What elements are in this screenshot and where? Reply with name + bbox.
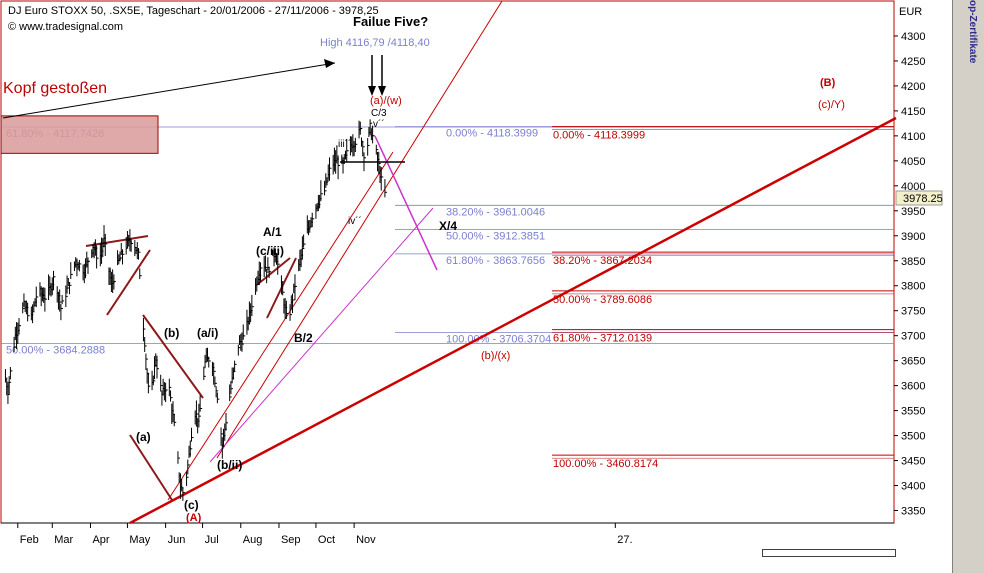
wave-label: B/2 [294,331,313,345]
y-tick-label: 3350 [901,506,925,518]
failure-arrow-head-1 [368,86,376,96]
wave-label: (b/ii) [217,458,242,472]
wave-label: iv´´ [348,215,362,227]
fib-label-red: 61.80% - 3712.0139 [553,333,652,345]
resistance-box [0,115,159,154]
y-tick-label: 4150 [901,106,925,118]
fib-label-blue: 0.00% - 4118.3999 [446,128,538,140]
side-panel-label: op-Zertifikate [967,0,978,64]
y-tick-label: 4000 [901,181,925,193]
channel-a [129,434,173,501]
y-tick-label: 3550 [901,406,925,418]
source-label: © www.tradesignal.com [8,21,123,33]
wave-label: (B) [820,77,836,89]
price-bars [4,119,387,501]
x-axis-ticks: Feb Mar Apr May Jun Jul Aug Sep Oct Nov 27. [17,523,633,546]
wave-label: (b) [164,326,179,340]
y-axis-ticks: 3350 3400 3450 3500 3550 3600 3650 3700 3750 3800… [894,31,925,518]
x-tick-label: Jun [168,534,186,546]
wave-label: (A) [186,512,202,524]
wave-label: X/4 [439,219,457,233]
x-tick-label: Aug [243,534,263,546]
wave-label: (a/i) [197,326,218,340]
y-tick-label: 3850 [901,256,925,268]
y-tick-label: 3400 [901,481,925,493]
current-price-label: 3978.25 [903,193,943,205]
fib-label-blue: 38.20% - 3961.0046 [446,206,545,218]
fib-label-blue: 61.80% - 3863.7656 [446,255,545,267]
fib-label-red: 38.20% - 3867.2034 [553,255,652,267]
trendlines [2,0,897,525]
channel-b [142,314,204,399]
x-tick-label: Apr [92,534,109,546]
wave-label: iii´´ [338,138,351,150]
magenta-projection [374,135,438,271]
price-chart: 61.80% - 4117.74260.00% - 4118.399938.20… [0,0,943,546]
x-tick-label: Jul [205,534,219,546]
wave-label: (c/iii) [256,244,284,258]
y-tick-label: 3950 [901,206,925,218]
fib-label-red: 100.00% - 3460.8174 [553,458,658,470]
fib-label-blue: 50.00% - 3684.2888 [6,345,105,357]
y-tick-label: 3650 [901,356,925,368]
annotations: Kopf gestoßen Failue Five? High 4116,79 /4… [3,14,845,524]
fib-label-blue: 50.00% - 3912.3851 [446,231,545,243]
wave-label: A/1 [263,225,282,239]
fib-label-red: 0.00% - 4118.3999 [553,130,645,142]
chart-title: DJ Euro STOXX 50, .SX5E, Tageschart - 20… [8,5,379,17]
failure-five-label: Failue Five? [353,14,428,29]
y-tick-label: 4250 [901,56,925,68]
y-tick-label: 4100 [901,131,925,143]
y-tick-label: 3450 [901,456,925,468]
y-tick-label: 3600 [901,381,925,393]
resistance-zone [0,115,159,154]
wave-label: (a)/(w) [370,95,402,107]
kopf-label: Kopf gestoßen [3,80,107,97]
x-tick-label: May [129,534,150,546]
magenta-line [209,207,434,463]
y-tick-label: 4300 [901,31,925,43]
wedge-bottom [106,249,151,316]
horizontal-scrollbar[interactable] [762,549,896,557]
wave-label: (c)/Y) [818,99,845,111]
wedge-top [85,235,149,247]
failure-arrow-head-2 [378,86,386,96]
trendline-support [167,151,394,501]
high-label: High 4116,79 /4118,40 [320,37,430,49]
y-tick-label: 3700 [901,331,925,343]
wave-label: (b)/(x) [481,350,510,362]
y-tick-label: 3500 [901,431,925,443]
x-tick-label: Feb [20,534,39,546]
steep-trendline [216,0,503,459]
y-tick-label: 4200 [901,81,925,93]
main-trendline [129,116,897,525]
x-tick-label: 27. [617,534,632,546]
x-tick-label: Sep [281,534,301,546]
channel-c3-top [257,257,291,285]
wave-label: (c) [184,498,199,512]
wave-label: (a) [136,430,151,444]
x-tick-label: Oct [318,534,335,546]
wave-label: C/3 [371,108,387,119]
fib-label-red: 50.00% - 3789.6086 [553,294,652,306]
y-tick-label: 3900 [901,231,925,243]
x-tick-label: Mar [54,534,73,546]
x-tick-label: Nov [356,534,376,546]
wave-label: v´´ [373,118,385,130]
y-tick-label: 4050 [901,156,925,168]
currency-label: EUR [899,6,922,18]
kopf-arrow-head [324,59,335,68]
y-tick-label: 3750 [901,306,925,318]
kopf-arrow-line [2,62,336,119]
y-tick-label: 3800 [901,281,925,293]
current-price-box [895,190,943,206]
side-panel [952,0,984,573]
